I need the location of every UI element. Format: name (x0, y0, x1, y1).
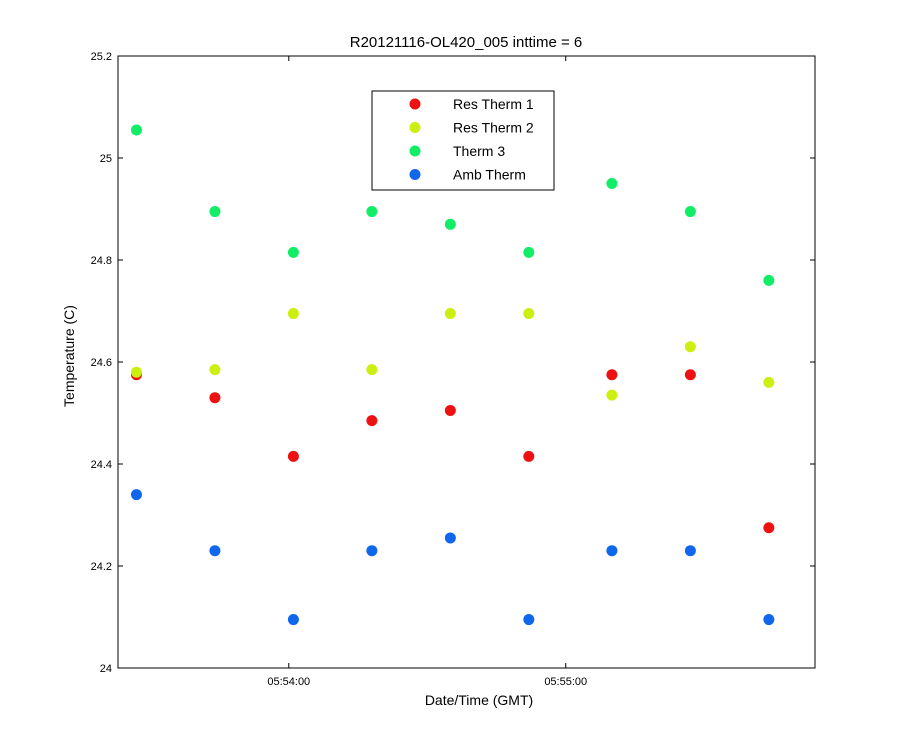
data-point (606, 545, 618, 557)
y-tick-label: 24.4 (91, 459, 112, 471)
data-point (763, 274, 775, 286)
data-point (130, 489, 142, 501)
y-axis-label: Temperature (C) (61, 305, 77, 407)
series-amb-therm (130, 489, 775, 626)
data-point (366, 415, 378, 427)
data-point (209, 206, 221, 218)
legend-marker (409, 169, 421, 180)
data-point (763, 522, 775, 534)
legend-entry-label: Therm 3 (453, 143, 505, 159)
legend-marker (409, 98, 421, 110)
legend-marker (409, 145, 421, 157)
data-point (523, 450, 535, 462)
data-points (130, 124, 775, 626)
data-point (287, 614, 299, 626)
data-point (130, 124, 142, 136)
data-point (287, 450, 299, 462)
y-tick-label: 24.8 (91, 255, 112, 267)
legend-entry-label: Amb Therm (453, 167, 526, 183)
data-point (366, 364, 378, 376)
series-therm-3 (130, 124, 775, 286)
data-point (444, 308, 456, 320)
data-point (130, 366, 142, 378)
legend-entry-label: Res Therm 2 (453, 120, 534, 136)
y-tick-label: 25 (100, 153, 112, 165)
data-point (366, 206, 378, 218)
data-point (444, 218, 456, 230)
data-point (209, 545, 221, 557)
axis-ticks: 24 24.2 24.4 24.6 24.8 25 25.2 05:54:00 05:55:00 (91, 51, 815, 688)
x-tick-label: 05:55:00 (544, 676, 587, 688)
x-tick-label: 05:54:00 (267, 676, 310, 688)
legend-marker (409, 122, 421, 133)
data-point (606, 178, 618, 189)
data-point (523, 308, 535, 320)
y-tick-label: 24.2 (91, 561, 112, 573)
data-point (209, 392, 221, 404)
y-tick-label: 25.2 (91, 51, 112, 63)
data-point (763, 376, 775, 388)
data-point (763, 614, 775, 626)
data-point (366, 545, 378, 557)
data-point (444, 404, 456, 416)
y-tick-label: 24 (100, 663, 112, 675)
chart-title: R20121116-OL420_005 inttime = 6 (350, 34, 583, 51)
data-point (523, 246, 535, 258)
data-point (606, 389, 618, 401)
data-point (209, 364, 221, 376)
data-point (684, 369, 696, 381)
legend: Res Therm 1 Res Therm 2 Therm 3 Amb Therm (371, 90, 555, 191)
data-point (523, 614, 535, 626)
data-point (444, 532, 456, 544)
legend-entry-label: Res Therm 1 (453, 96, 534, 112)
data-point (684, 545, 696, 557)
x-axis-label: Date/Time (GMT) (425, 692, 533, 708)
data-point (684, 206, 696, 218)
data-point (287, 246, 299, 258)
data-point (606, 369, 618, 381)
data-point (684, 341, 696, 353)
legend-box (371, 90, 555, 191)
y-tick-label: 24.6 (91, 357, 112, 369)
data-point (287, 308, 299, 320)
series-res-therm-2 (130, 308, 775, 401)
